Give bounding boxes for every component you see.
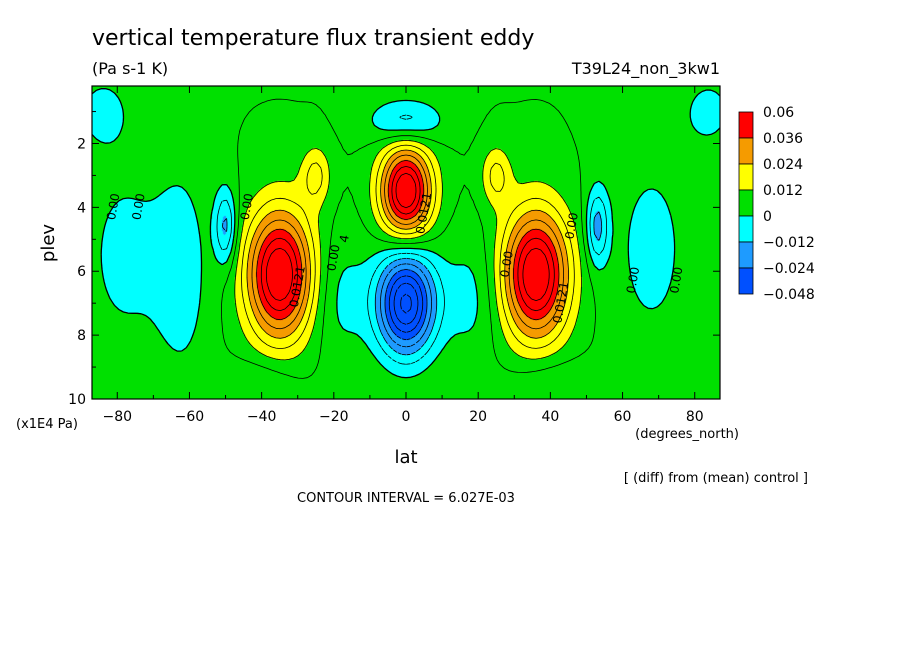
y-axis-label: plev [38,224,59,263]
y-tick-label: 4 [77,200,86,216]
x-axis: −80 −60 −40 −20 0 20 40 60 80 [102,86,704,425]
contour-label: 0.00 [238,192,256,221]
contour-label: 0.00 [104,192,122,221]
colorbar-label: −0.024 [763,261,815,277]
contour-line [251,154,564,330]
contour-line [246,149,569,339]
colorbar-label: −0.012 [763,235,815,251]
contour-line [380,263,432,348]
contour-line [400,293,412,314]
contour-line [260,166,555,312]
contour-lines [91,87,721,379]
comparison-note: [ (diff) from (mean) control ] [624,471,808,486]
chart-title: vertical temperature flux transient eddy [92,26,534,51]
x-tick-label: 40 [541,409,559,425]
colorbar-swatch [738,215,754,243]
x-tick-label: −20 [319,409,349,425]
colorbar-swatch [738,241,754,269]
contour-fill [92,86,720,399]
contour-label: 0.00 [624,266,642,295]
colorbar-swatch [738,163,754,191]
x-tick-label: −40 [247,409,277,425]
colorbar-swatch [738,267,754,295]
contour-line [266,172,550,301]
colorbar-label: 0.012 [763,183,803,199]
contour-labels: 0.00 0.00 0.000.01210.0040.01210.000.01210… [104,191,685,324]
y-tick-label: 2 [77,136,86,152]
colorbar-label: 0.036 [763,131,803,147]
contour-label: 0.00 [129,192,147,221]
colorbar-swatch [738,111,754,139]
contour-line [234,140,582,361]
y-tick-label: 10 [68,392,86,408]
colorbar: 0.06 0.036 0.024 0.012 0 −0.012 −0.024 −0.048 [738,105,815,303]
colorbar-swatch [738,189,754,217]
contour-line [91,87,721,379]
colorbar-label: 0.024 [763,157,803,173]
contour-line [384,269,428,341]
contour-line [216,114,607,365]
contour-label: 0.00 [667,266,685,295]
colorbar-label: 0 [763,209,772,225]
x-tick-label: 60 [614,409,632,425]
x-axis-units: (degrees_north) [635,427,739,442]
contour-label: 0.00 [498,250,516,279]
y-tick-label: 8 [77,328,86,344]
contour-label: 4 [337,234,352,244]
x-tick-label: −80 [102,409,132,425]
x-axis-label: lat [394,447,417,468]
contour-label: 0.00 [324,243,342,272]
contour-line [221,98,596,379]
colorbar-label: −0.048 [763,287,815,303]
contour-line [222,211,603,356]
contour-line [241,144,575,349]
colorbar-swatch [738,137,754,165]
plot-area: 0.00 0.00 0.000.01210.0040.01210.000.01210… [91,85,721,400]
y-axis: 2 4 6 8 10 [68,111,720,408]
chart-units: (Pa s-1 K) [92,59,168,78]
x-tick-label: 20 [469,409,487,425]
y-axis-units: (x1E4 Pa) [16,417,78,432]
contour-label: 0.00 [562,211,580,240]
run-label: T39L24_non_3kw1 [571,59,720,79]
x-tick-label: −60 [175,409,205,425]
contour-line [393,282,419,325]
contour-line [388,275,424,333]
contour-interval: CONTOUR INTERVAL = 6.027E-03 [297,491,515,506]
x-tick-label: 80 [686,409,704,425]
contour-line [256,160,560,321]
y-tick-label: 6 [77,264,86,280]
colorbar-label: 0.06 [763,105,794,121]
x-tick-label: 0 [402,409,411,425]
